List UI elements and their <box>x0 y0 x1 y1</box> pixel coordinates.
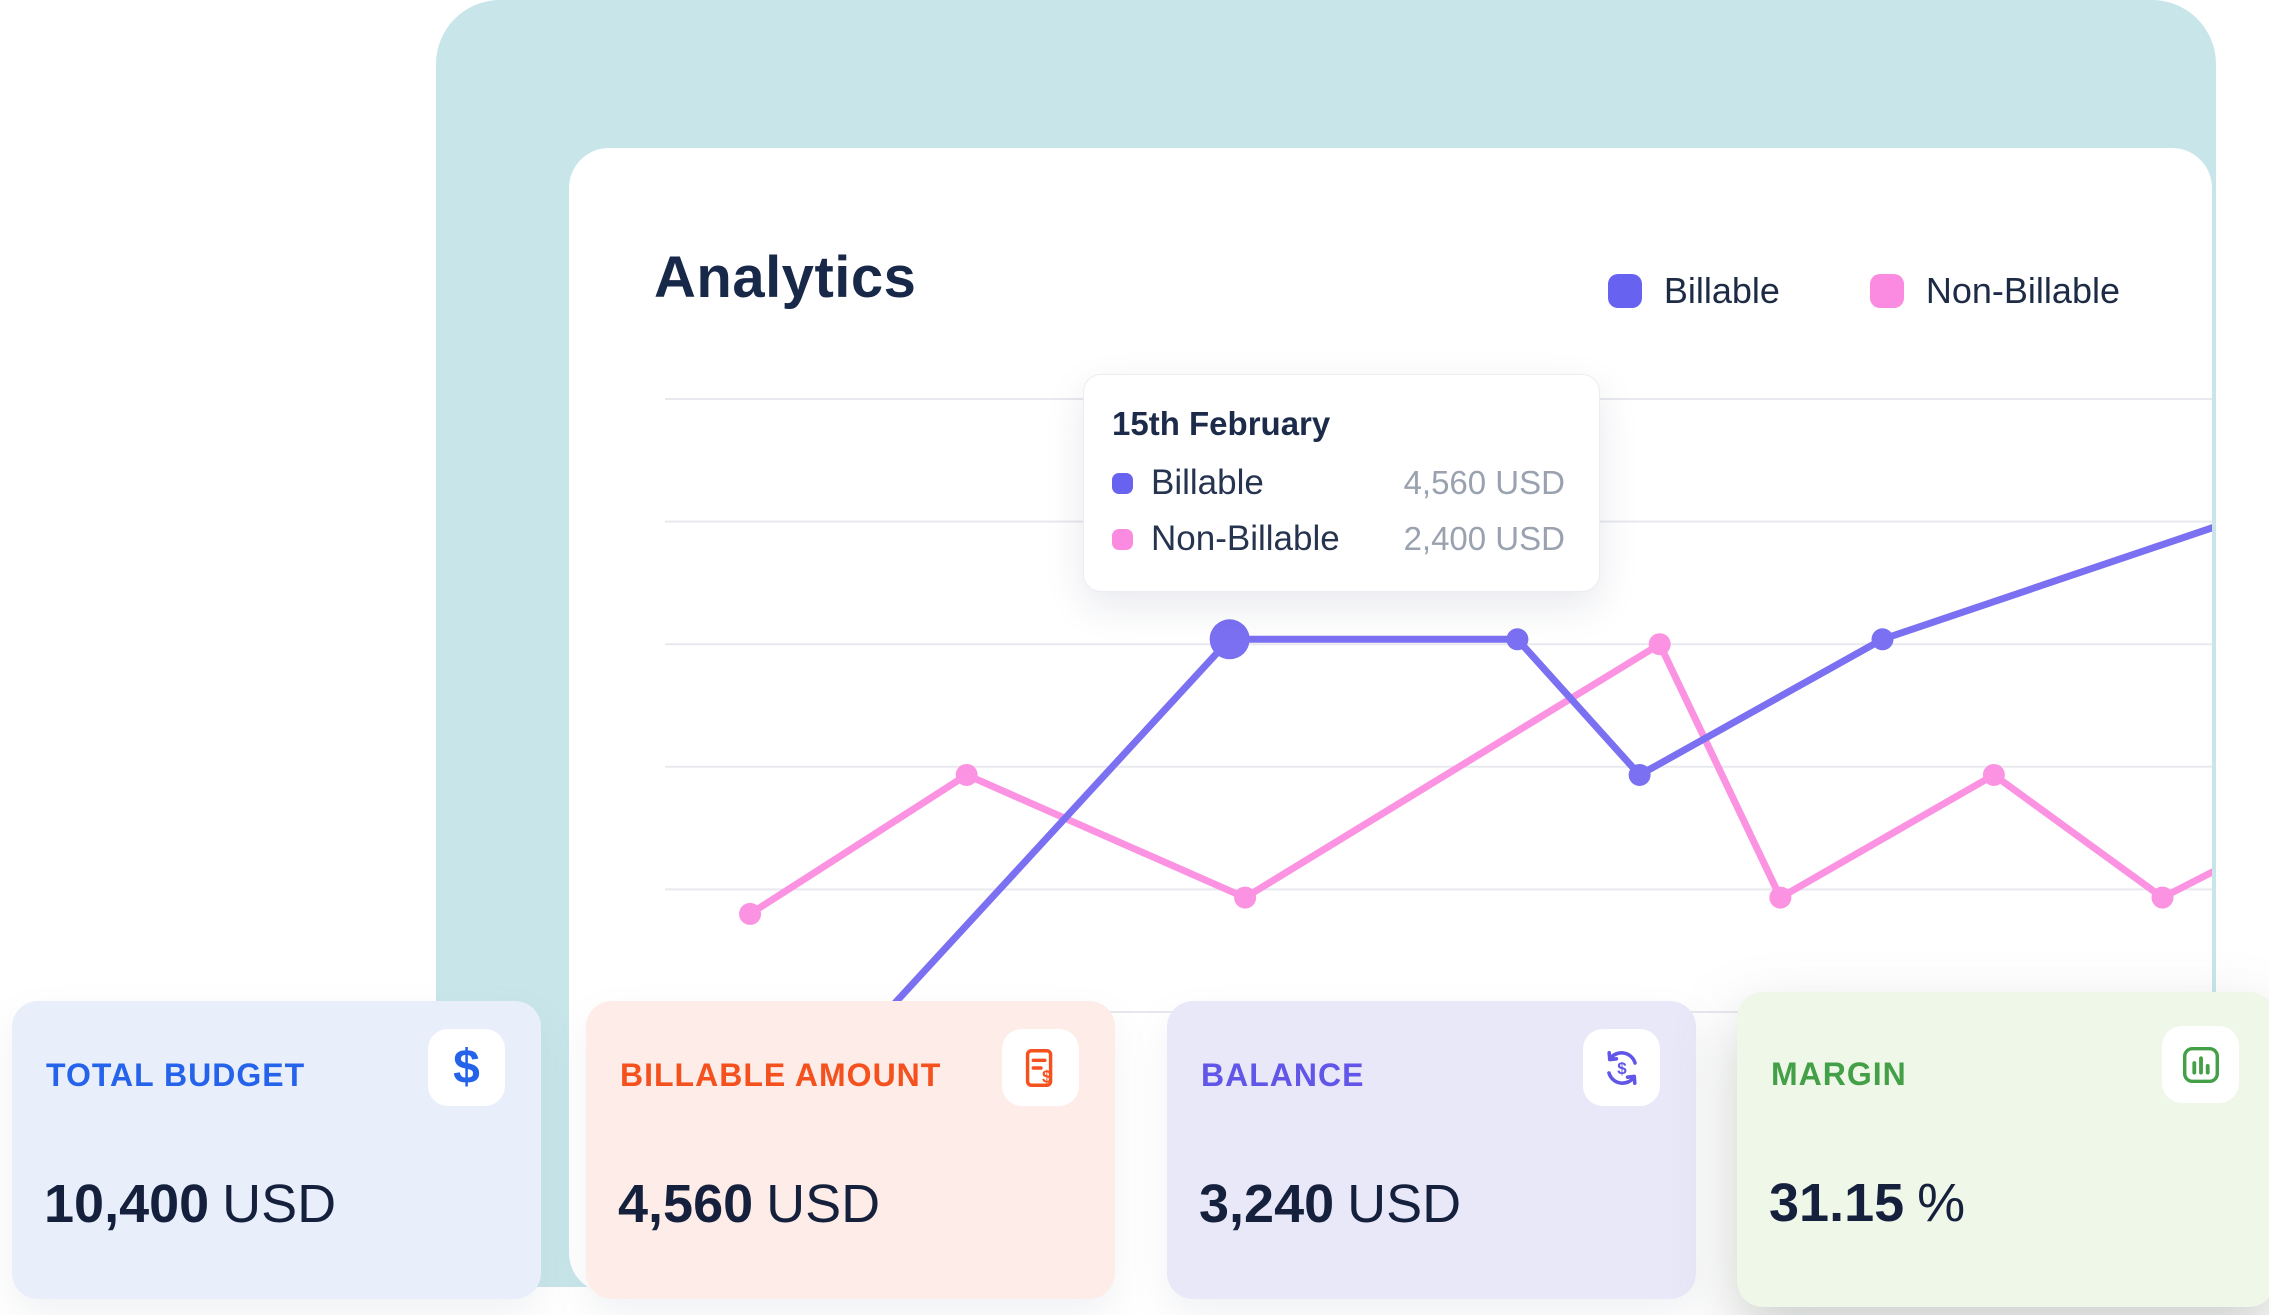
exchange-icon: $ <box>1583 1029 1660 1106</box>
stat-value: 3,240 USD <box>1199 1173 1461 1235</box>
legend-label-billable: Billable <box>1663 270 1780 311</box>
chart-legend: Billable Non-Billable <box>1607 270 2120 312</box>
stat-label: TOTAL BUDGET <box>46 1057 306 1093</box>
tooltip-label-billable: Billable <box>1151 463 1264 502</box>
svg-text:$: $ <box>1617 1059 1627 1078</box>
chart-tooltip: 15th February Billable 4,560 USD Non-Bil… <box>1083 374 1600 592</box>
non-billable-point[interactable] <box>1982 763 2005 786</box>
stat-number: 3,240 <box>1199 1174 1335 1234</box>
tooltip-value-non-billable: 2,400 USD <box>1403 520 1565 557</box>
tooltip-date: 15th February <box>1112 405 1331 442</box>
svg-text:$: $ <box>1041 1066 1051 1086</box>
stat-unit: USD <box>1347 1174 1462 1234</box>
non-billable-point[interactable] <box>1769 886 1792 909</box>
non-billable-point[interactable] <box>1648 633 1671 656</box>
billable-point[interactable] <box>1506 628 1529 651</box>
bar-chart-icon <box>2162 1026 2239 1103</box>
legend-item-billable[interactable]: Billable <box>1607 270 1780 312</box>
billable-highlight-point[interactable] <box>1209 619 1250 660</box>
stat-unit: USD <box>222 1174 337 1234</box>
legend-item-non-billable[interactable]: Non-Billable <box>1869 270 2120 312</box>
non-billable-point[interactable] <box>739 902 762 925</box>
stat-unit: % <box>1917 1173 1966 1233</box>
non-billable-line <box>746 640 2212 918</box>
stat-number: 4,560 <box>618 1174 754 1234</box>
tooltip-label-non-billable: Non-Billable <box>1151 519 1340 558</box>
stat-unit: USD <box>766 1174 881 1234</box>
stat-card-total-budget: TOTAL BUDGET $ 10,400 USD <box>12 1001 541 1299</box>
stat-value: 10,400 USD <box>44 1173 336 1235</box>
stat-card-margin: MARGIN 31.15% <box>1737 992 2269 1307</box>
non-billable-dot-icon <box>1112 528 1133 550</box>
stat-label: MARGIN <box>1771 1056 1907 1092</box>
billable-point[interactable] <box>1628 763 1651 786</box>
non-billable-point[interactable] <box>955 763 978 786</box>
stat-number: 31.15 <box>1769 1173 1905 1233</box>
legend-label-non-billable: Non-Billable <box>1925 270 2120 311</box>
analytics-title: Analytics <box>654 245 917 310</box>
billable-swatch-icon <box>1607 274 1642 308</box>
tooltip-row-non-billable: Non-Billable 2,400 USD <box>1112 519 1565 559</box>
tooltip-row-billable: Billable 4,560 USD <box>1112 463 1565 503</box>
stat-card-balance: BALANCE $ 3,240 USD <box>1167 1001 1696 1299</box>
stat-label: BALANCE <box>1201 1057 1365 1093</box>
non-billable-point[interactable] <box>2151 886 2174 909</box>
stat-number: 10,400 <box>44 1174 210 1234</box>
invoice-icon: $ <box>1002 1029 1079 1106</box>
stat-label: BILLABLE AMOUNT <box>620 1057 942 1093</box>
dollar-icon: $ <box>428 1029 505 1106</box>
non-billable-swatch-icon <box>1869 274 1904 308</box>
billable-point[interactable] <box>1871 628 1894 651</box>
stat-value: 31.15% <box>1769 1172 1965 1234</box>
tooltip-value-billable: 4,560 USD <box>1403 464 1565 501</box>
stat-value: 4,560 USD <box>618 1173 880 1235</box>
stat-card-billable-amount: BILLABLE AMOUNT $ 4,560 USD <box>586 1001 1115 1299</box>
billable-dot-icon <box>1112 472 1133 494</box>
billable-line <box>845 518 2212 1057</box>
non-billable-point[interactable] <box>1234 886 1257 909</box>
